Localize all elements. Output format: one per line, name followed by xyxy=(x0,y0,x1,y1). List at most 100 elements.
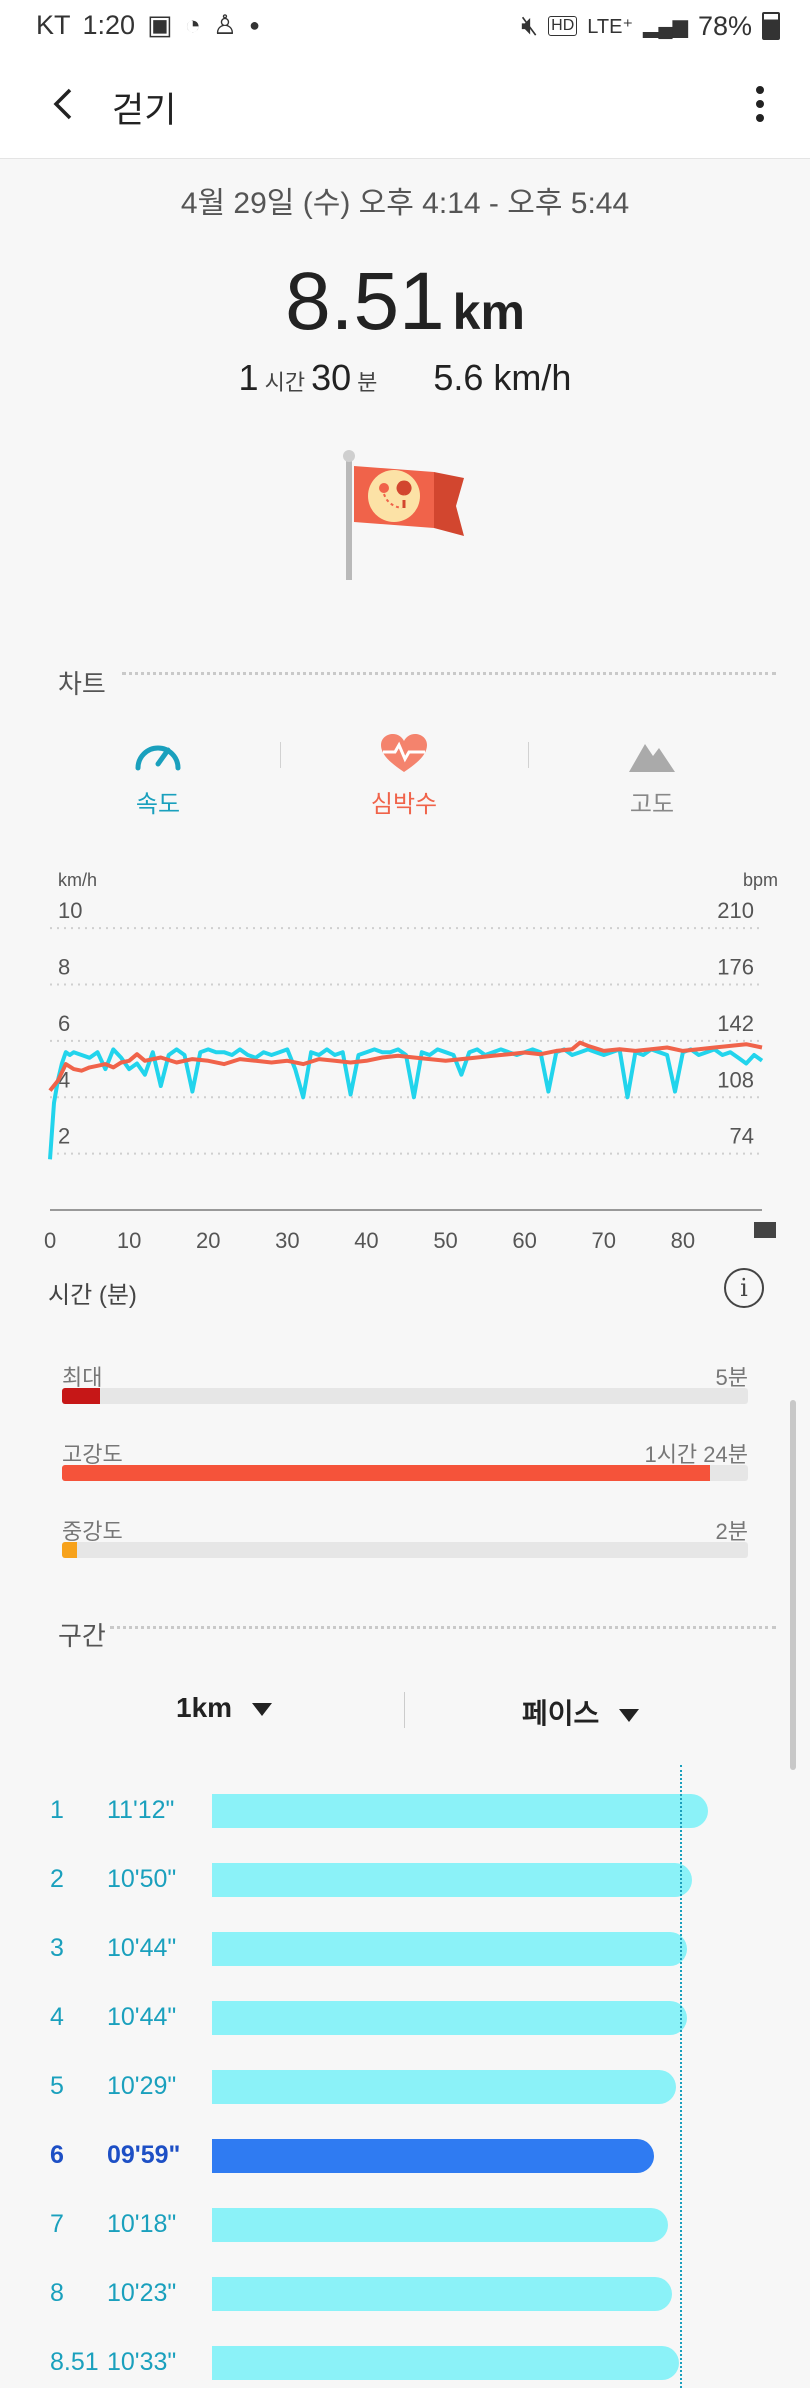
metric-dropdown[interactable]: 페이스 xyxy=(522,1692,640,1732)
health-icon: ◔ xyxy=(184,10,201,40)
info-icon: i xyxy=(740,1274,748,1302)
segments-section-title: 구간 xyxy=(58,1621,106,1651)
app-bar: 걷기 xyxy=(0,50,810,159)
segment-pace-bar xyxy=(212,1863,692,1897)
y-right-unit: bpm xyxy=(743,870,778,890)
dropdown-arrow-icon xyxy=(619,1709,640,1723)
segment-number: 4 xyxy=(50,2003,64,2031)
duration-hours: 1 xyxy=(238,357,259,398)
hours-unit: 시간 xyxy=(264,370,306,395)
y-left-tick-label: 6 xyxy=(58,1011,70,1036)
section-divider xyxy=(122,672,776,675)
zone-duration: 2분 xyxy=(715,1519,748,1544)
x-tick-label: 70 xyxy=(592,1228,616,1253)
metric-dropdown-label: 페이스 xyxy=(522,1698,600,1729)
segment-number: 6 xyxy=(50,2141,64,2169)
tab-altitude[interactable]: 고도 xyxy=(572,734,732,819)
y-right-tick-label: 210 xyxy=(717,898,754,923)
speed-line xyxy=(48,1047,764,1160)
unit-dropdown-label: 1km xyxy=(176,1692,233,1723)
y-left-tick-label: 10 xyxy=(58,898,82,923)
x-tick-label: 50 xyxy=(433,1228,457,1253)
segment-number: 3 xyxy=(50,1934,64,1962)
segment-pace-bar xyxy=(212,2277,672,2311)
y-left-tick-label: 8 xyxy=(58,955,70,980)
tab-heart-rate[interactable]: 심박수 xyxy=(324,734,484,819)
segment-number: 8.51 xyxy=(50,2348,99,2376)
segment-pace: 11'12" xyxy=(107,1796,175,1824)
distance-display: 8.51 km xyxy=(0,255,810,349)
clock: 1:20 xyxy=(82,10,136,40)
y-right-tick-label: 108 xyxy=(717,1067,754,1092)
segment-pace-bar xyxy=(212,2070,676,2104)
segment-number: 2 xyxy=(50,1865,64,1893)
y-right-tick-label: 74 xyxy=(730,1124,754,1149)
chevron-left-icon xyxy=(53,88,72,120)
heart-rate-icon xyxy=(381,734,427,772)
status-bar: KT 1:20 ▣ ◔ ♙ ● 🔇︎ HD LTE⁺ ▂▄▆ 78% xyxy=(0,0,810,50)
segment-number: 7 xyxy=(50,2210,64,2238)
segment-number: 1 xyxy=(50,1796,64,1824)
speedometer-icon xyxy=(135,745,181,771)
gallery-icon: ▣ xyxy=(147,10,173,40)
segment-pace: 10'18" xyxy=(107,2210,177,2238)
segment-number: 5 xyxy=(50,2072,64,2100)
segment-pace: 10'23" xyxy=(107,2279,177,2307)
dropdown-separator xyxy=(404,1692,405,1728)
average-pace-line xyxy=(680,1765,682,2388)
y-right-tick-label: 176 xyxy=(717,955,754,980)
zone-duration: 5분 xyxy=(715,1365,748,1390)
distance-unit: km xyxy=(452,284,525,340)
info-button[interactable]: i xyxy=(724,1268,764,1308)
zone-bar xyxy=(62,1388,748,1404)
x-tick-label: 60 xyxy=(512,1228,536,1253)
segment-pace: 10'29" xyxy=(107,2072,177,2100)
distance-value: 8.51 xyxy=(285,256,445,347)
y-left-tick-label: 2 xyxy=(58,1124,70,1149)
segment-pace-bar xyxy=(212,2001,687,2035)
tab-separator xyxy=(528,742,529,768)
finish-flag-icon xyxy=(754,1222,776,1238)
y-left-unit: km/h xyxy=(58,870,97,890)
tab-separator xyxy=(280,742,281,768)
mountain-icon xyxy=(629,744,675,772)
battery-icon xyxy=(762,12,780,40)
zone-label: 고강도 xyxy=(62,1442,123,1467)
tab-heart-rate-label: 심박수 xyxy=(370,791,438,818)
tab-altitude-label: 고도 xyxy=(629,791,675,818)
unit-dropdown[interactable]: 1km xyxy=(176,1692,273,1724)
carrier-label: KT xyxy=(36,10,71,40)
x-tick-label: 80 xyxy=(671,1228,695,1253)
more-options-button[interactable] xyxy=(750,82,770,126)
segment-pace-bar xyxy=(212,2139,654,2173)
duration-speed-row: 1 시간 30 분 5.6 km/h xyxy=(0,357,810,399)
zone-bar-fill xyxy=(62,1388,100,1404)
route-flag-icon xyxy=(343,450,464,580)
signal-icon: ▂▄▆ xyxy=(643,15,688,38)
zone-duration: 1시간 24분 xyxy=(644,1442,748,1467)
x-tick-label: 0 xyxy=(44,1228,56,1253)
dropdown-arrow-icon xyxy=(252,1703,273,1717)
x-tick-label: 20 xyxy=(196,1228,220,1253)
scrollbar[interactable] xyxy=(790,1400,796,1770)
zone-bar xyxy=(62,1542,748,1558)
segment-number: 8 xyxy=(50,2279,64,2307)
back-button[interactable] xyxy=(44,82,84,126)
y-right-tick-label: 142 xyxy=(717,1011,754,1036)
minutes-unit: 분 xyxy=(357,370,378,395)
kebab-icon xyxy=(756,86,764,122)
segment-pace-bar xyxy=(212,1794,708,1828)
segment-pace: 10'50" xyxy=(107,1865,177,1893)
section-divider xyxy=(110,1626,776,1629)
x-tick-label: 10 xyxy=(117,1228,141,1253)
tab-speed[interactable]: 속도 xyxy=(78,734,238,819)
zone-bar xyxy=(62,1465,748,1481)
segment-pace-bar xyxy=(212,1932,687,1966)
workout-date-range: 4월 29일 (수) 오후 4:14 - 오후 5:44 xyxy=(180,187,630,220)
tab-speed-label: 속도 xyxy=(135,791,181,818)
duration-minutes: 30 xyxy=(311,357,352,398)
hd-icon: HD xyxy=(548,16,578,36)
segment-pace: 10'44" xyxy=(107,2003,177,2031)
segment-pace-bar xyxy=(212,2346,679,2380)
x-axis-title: 시간 (분) xyxy=(48,1282,137,1309)
